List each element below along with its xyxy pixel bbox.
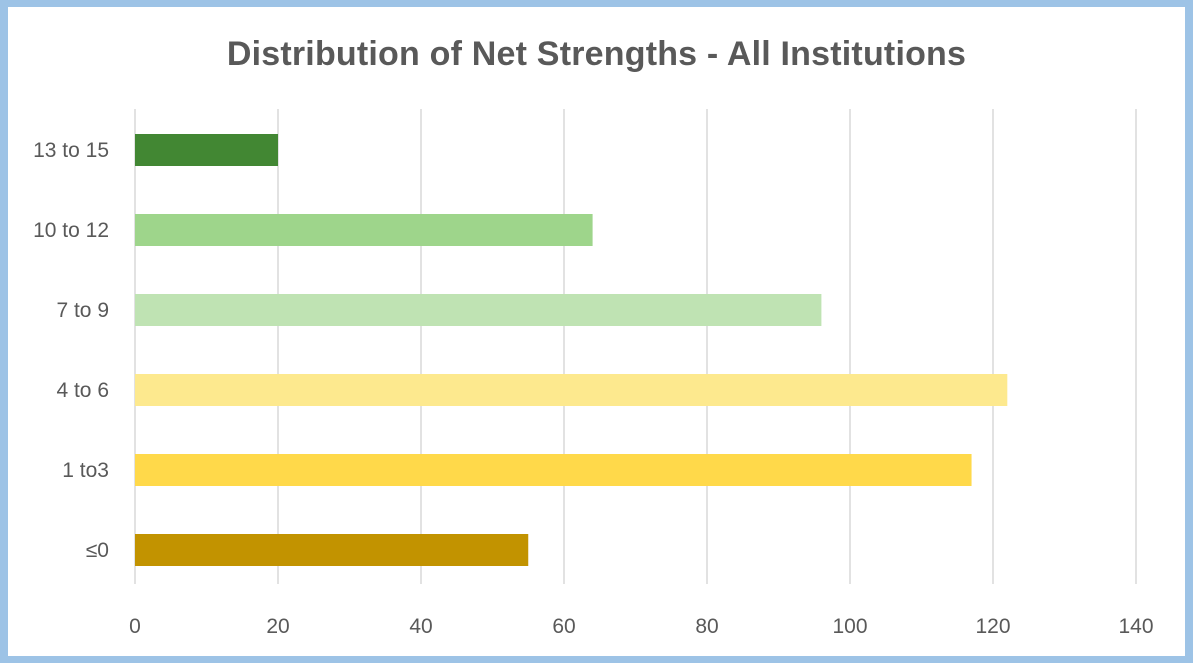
y-category-label: 10 to 12	[33, 219, 109, 242]
x-tick-label: 120	[975, 615, 1010, 638]
bar	[135, 134, 278, 166]
bar-chart-plot: 0 20 40 60 80 100 120 140 13 to 15 10 to 12 7 to 9…	[33, 109, 1154, 638]
chart-title: Distribution of Net Strengths - All Inst…	[226, 35, 967, 73]
x-tick-label: 140	[1118, 615, 1153, 638]
y-category-label: ≤0	[86, 539, 109, 562]
bar	[135, 214, 593, 246]
bar	[135, 374, 1008, 406]
y-category-label: 7 to 9	[56, 299, 109, 322]
x-tick-label: 20	[266, 615, 289, 638]
bar	[135, 534, 529, 566]
bar	[135, 454, 972, 486]
x-tick-label: 60	[552, 615, 575, 638]
x-tick-label: 0	[129, 615, 141, 638]
y-category-label: 13 to 15	[33, 139, 109, 162]
x-tick-label: 100	[832, 615, 867, 638]
y-category-label: 1 to3	[62, 459, 109, 482]
chart-frame: Distribution of Net Strengths - All Inst…	[8, 7, 1185, 656]
x-tick-label: 80	[695, 615, 718, 638]
y-category-label: 4 to 6	[56, 379, 109, 402]
bar	[135, 294, 822, 326]
x-tick-label: 40	[409, 615, 432, 638]
